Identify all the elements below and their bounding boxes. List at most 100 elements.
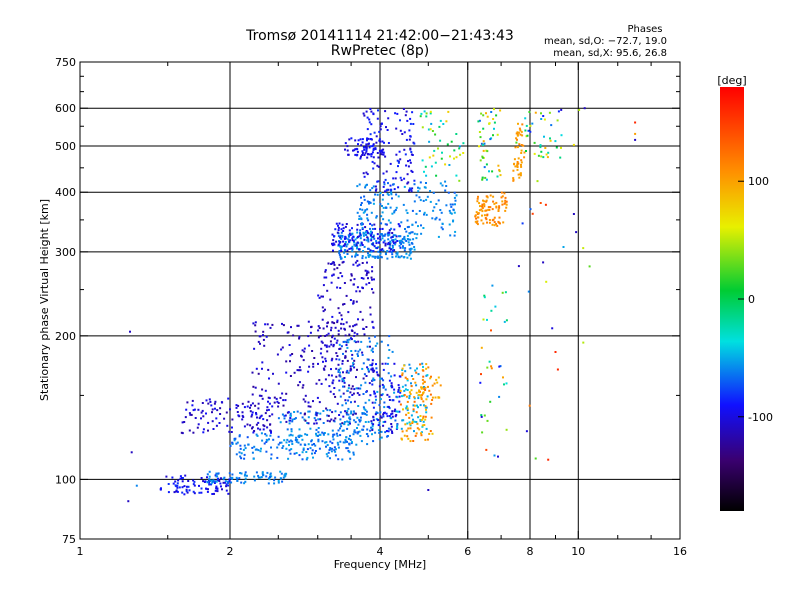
data-point bbox=[208, 470, 211, 473]
data-point bbox=[259, 476, 262, 479]
data-point bbox=[344, 256, 346, 258]
data-point bbox=[481, 214, 483, 217]
data-point bbox=[516, 138, 518, 141]
data-point bbox=[449, 155, 451, 158]
data-point bbox=[430, 375, 432, 378]
data-point bbox=[324, 357, 327, 360]
data-point bbox=[367, 254, 370, 257]
data-point bbox=[385, 430, 388, 432]
data-point bbox=[394, 408, 397, 411]
data-point bbox=[291, 434, 294, 437]
data-point bbox=[399, 176, 402, 179]
data-point bbox=[544, 147, 547, 149]
data-point bbox=[483, 414, 486, 417]
data-point bbox=[265, 475, 268, 478]
data-point bbox=[331, 321, 334, 324]
data-point bbox=[349, 418, 352, 421]
data-point bbox=[391, 386, 394, 389]
data-point bbox=[374, 395, 377, 398]
data-point bbox=[266, 471, 269, 474]
data-point bbox=[398, 150, 401, 153]
data-point bbox=[365, 143, 368, 146]
data-point bbox=[395, 153, 398, 156]
data-point bbox=[207, 480, 210, 483]
data-point bbox=[348, 333, 351, 336]
data-point bbox=[333, 235, 335, 238]
data-point bbox=[420, 224, 422, 227]
data-point bbox=[382, 413, 385, 416]
data-point bbox=[489, 206, 492, 209]
data-point bbox=[281, 413, 284, 416]
data-point bbox=[488, 221, 491, 224]
data-point bbox=[527, 129, 530, 132]
data-point bbox=[353, 359, 356, 362]
data-point bbox=[374, 335, 376, 338]
data-point bbox=[360, 202, 363, 204]
data-point bbox=[424, 415, 427, 418]
data-point bbox=[349, 234, 352, 237]
data-point bbox=[401, 419, 404, 422]
data-point bbox=[438, 125, 441, 128]
data-point bbox=[383, 401, 386, 404]
data-point bbox=[406, 256, 409, 259]
data-point bbox=[257, 421, 260, 424]
data-point bbox=[382, 386, 385, 389]
y-tick-label: 400 bbox=[55, 186, 76, 199]
data-point bbox=[410, 414, 413, 417]
data-point bbox=[188, 412, 191, 415]
data-point bbox=[277, 481, 280, 484]
data-point bbox=[387, 219, 390, 222]
data-point bbox=[325, 334, 328, 337]
data-point bbox=[236, 479, 239, 482]
data-point bbox=[480, 112, 483, 115]
data-point bbox=[390, 191, 393, 194]
data-point bbox=[406, 435, 409, 438]
data-point bbox=[398, 400, 401, 403]
data-point bbox=[386, 415, 389, 418]
data-point bbox=[353, 278, 356, 281]
data-point bbox=[404, 153, 407, 156]
data-point bbox=[243, 482, 246, 485]
data-point bbox=[334, 417, 337, 420]
y-tick-label: 300 bbox=[55, 246, 76, 259]
data-point bbox=[241, 418, 244, 421]
data-point bbox=[387, 142, 390, 144]
data-point bbox=[340, 249, 343, 252]
data-point bbox=[388, 349, 391, 351]
data-point bbox=[325, 445, 327, 448]
data-point bbox=[302, 447, 305, 450]
data-point bbox=[386, 435, 389, 437]
data-point bbox=[398, 386, 401, 389]
data-point bbox=[373, 131, 376, 134]
data-point bbox=[488, 208, 491, 211]
data-point bbox=[357, 139, 360, 142]
data-point bbox=[331, 447, 334, 450]
data-point bbox=[330, 368, 332, 371]
data-point bbox=[261, 439, 264, 442]
data-point bbox=[294, 417, 297, 420]
data-point bbox=[415, 384, 418, 387]
data-point bbox=[258, 417, 261, 420]
data-point bbox=[307, 422, 310, 425]
data-point bbox=[430, 402, 433, 405]
data-point bbox=[380, 430, 383, 433]
data-point bbox=[420, 431, 423, 434]
data-point bbox=[200, 411, 203, 414]
data-point bbox=[383, 411, 386, 414]
data-point bbox=[215, 480, 218, 483]
data-point bbox=[405, 405, 408, 408]
data-point bbox=[255, 448, 258, 451]
data-point bbox=[578, 109, 581, 111]
data-point bbox=[298, 454, 301, 457]
data-point bbox=[381, 377, 383, 380]
data-point bbox=[384, 190, 386, 193]
data-point bbox=[495, 114, 498, 117]
data-point bbox=[341, 245, 343, 248]
data-point bbox=[296, 438, 299, 441]
data-point bbox=[427, 128, 430, 131]
data-point bbox=[129, 330, 131, 333]
data-point bbox=[345, 436, 348, 439]
data-point bbox=[477, 120, 480, 123]
data-point bbox=[339, 434, 342, 437]
data-point bbox=[400, 179, 403, 182]
